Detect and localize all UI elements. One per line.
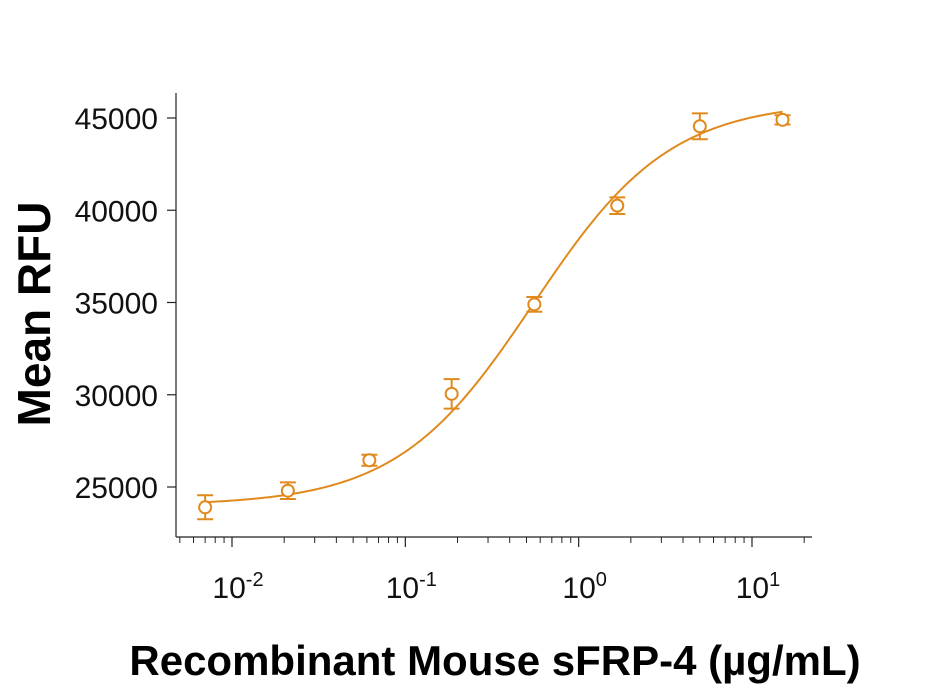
x-axis-title: Recombinant Mouse sFRP-4 (µg/mL) [129,637,860,684]
x-ticks: 10-2 10-1 100 101 [179,537,805,605]
y-axis-title: Mean RFU [8,202,60,427]
point-marker [444,386,459,401]
data-point [443,378,460,410]
point-marker [610,198,625,213]
x-tick-label: 101 [736,569,781,605]
point-marker [775,112,790,127]
data-point [609,196,626,215]
data-point [691,112,708,141]
y-tick-label: 40000 [75,195,158,228]
axes [175,93,812,538]
point-marker [527,297,542,312]
point-marker [280,483,295,498]
x-tick-label: 10-2 [212,569,263,605]
data-point [774,112,791,127]
fit-curve [205,110,783,504]
y-tick-label: 30000 [75,380,158,413]
data-point [279,481,296,500]
y-tick-label: 35000 [75,288,158,321]
x-tick-label: 100 [562,569,607,605]
x-tick-label: 10-1 [386,569,437,605]
point-marker [692,119,707,134]
data-points [197,112,791,521]
data-point [526,295,543,313]
data-point [197,494,214,521]
data-point [361,453,378,468]
point-marker [198,500,213,515]
point-marker [362,453,377,468]
y-ticks: 25000 30000 35000 40000 45000 [75,103,176,505]
y-tick-label: 25000 [75,472,158,505]
y-tick-label: 45000 [75,103,158,136]
